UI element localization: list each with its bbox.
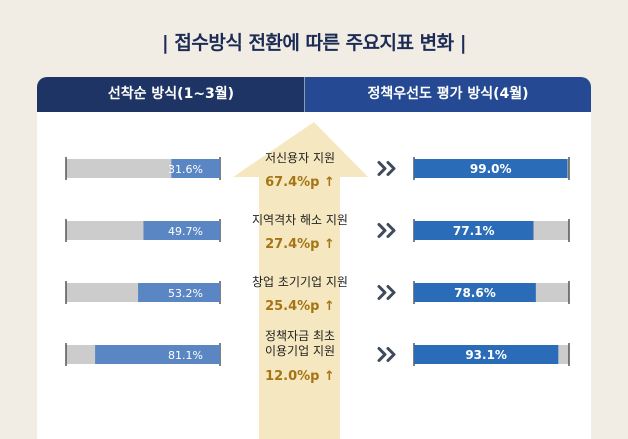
header-left: 선착순 방식(1~3월) [37,77,305,112]
right-bar [414,159,568,178]
header-right: 정책우선도 평가 방식(4월) [305,77,591,112]
right-bar [414,345,559,364]
right-bar-value: 77.1% [453,224,495,238]
left-bar [95,345,220,364]
delta-label-1: 67.4%p ↑ [265,175,335,190]
right-bar-value: 78.6% [454,286,496,300]
delta-label-4: 12.0%p ↑ [265,369,335,384]
chevron-right-icon [377,285,387,300]
left-bar [171,159,220,178]
left-bar-value: 49.7% [168,225,203,238]
chevron-right-icon [377,161,387,176]
chevron-right-icon [386,161,396,176]
header-divider [304,77,305,112]
left-bar-value: 81.1% [168,349,203,362]
left-bar-value: 53.2% [168,287,203,300]
chevron-right-icon [377,223,387,238]
right-bar-value: 93.1% [465,348,507,362]
right-bar [414,221,534,240]
increase-arrow [233,122,368,439]
delta-label-2: 27.4%p ↑ [265,237,335,252]
chart-svg: 31.6% 99.0% 49.7% 77.1% 53.2% 78.6% 81.1% 93.1% [65,122,570,439]
chevron-right-icon [386,347,396,362]
chevron-right-icon [386,223,396,238]
left-bar [138,283,220,302]
page-title: | 접수방식 전환에 따른 주요지표 변화 | [161,32,467,54]
chevron-right-icon [386,285,396,300]
chevron-right-icon [377,347,387,362]
left-bar-value: 31.6% [168,163,203,176]
left-bar [143,221,220,240]
category-label-2: 지역격차 해소 지원 [252,213,348,227]
right-bar-value: 99.0% [470,162,512,176]
category-label-4: 정책자금 최초 이용기업 지원 [264,329,336,358]
delta-label-3: 25.4%p ↑ [265,299,335,314]
right-bar [414,283,536,302]
category-label-3: 창업 초기기업 지원 [252,275,348,289]
category-label-1: 저신용자 지원 [264,151,336,165]
comparison-card: 선착순 방식(1~3월) 정책우선도 평가 방식(4월) 31.6% 99.0% 4… [37,77,591,439]
